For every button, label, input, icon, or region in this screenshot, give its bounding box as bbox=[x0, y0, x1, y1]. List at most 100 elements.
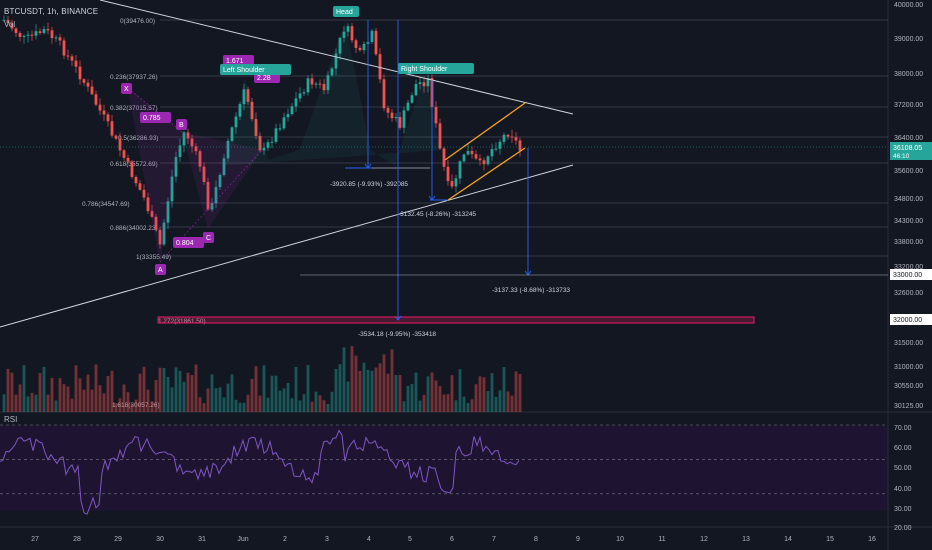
volume-bar bbox=[374, 367, 378, 412]
price-tick-label: 34800.00 bbox=[894, 196, 923, 203]
candle bbox=[466, 150, 470, 155]
candle bbox=[254, 119, 258, 136]
candle bbox=[314, 83, 318, 85]
candle bbox=[282, 117, 286, 129]
volume-bar bbox=[378, 363, 382, 412]
volume-bar bbox=[474, 384, 478, 412]
pattern-a-label-bg bbox=[155, 264, 166, 275]
candle bbox=[326, 75, 330, 91]
volume-bar bbox=[274, 375, 278, 412]
measure-label-2: -3132.45 (-8.26%) -313245 bbox=[398, 211, 476, 218]
candle bbox=[290, 106, 294, 115]
candle bbox=[238, 104, 242, 117]
volume-bar bbox=[150, 401, 154, 412]
volume-bar bbox=[242, 402, 246, 412]
candle bbox=[422, 82, 426, 87]
volume-bar bbox=[26, 396, 30, 412]
candle bbox=[6, 19, 10, 24]
tag-32000-bg bbox=[890, 314, 932, 325]
current-price-tag: 36108.05 bbox=[893, 145, 922, 152]
volume-bar bbox=[494, 396, 498, 412]
time-tick-label: 7 bbox=[492, 536, 496, 543]
candle bbox=[94, 94, 98, 105]
measure-arrow-4-head bbox=[394, 315, 402, 321]
candle bbox=[214, 187, 218, 204]
candle bbox=[490, 149, 494, 157]
volume-bar bbox=[62, 384, 66, 412]
candle bbox=[138, 183, 142, 190]
candle bbox=[510, 136, 514, 138]
volume-bar bbox=[118, 398, 122, 412]
volume-bar bbox=[126, 392, 130, 412]
candle bbox=[414, 84, 418, 96]
fib-label: 1(33355.49) bbox=[136, 254, 171, 261]
rsi-tick-label: 50.00 bbox=[894, 465, 912, 472]
candle bbox=[334, 53, 338, 69]
candle bbox=[46, 29, 50, 31]
candle bbox=[194, 146, 198, 152]
time-tick-label: 4 bbox=[367, 536, 371, 543]
candle bbox=[346, 26, 350, 32]
candle bbox=[90, 86, 94, 95]
candle bbox=[38, 31, 42, 33]
candle bbox=[78, 66, 82, 80]
candle bbox=[182, 132, 186, 146]
candle bbox=[30, 34, 34, 36]
volume-bar bbox=[250, 378, 254, 412]
candle bbox=[170, 176, 174, 202]
volume-bar bbox=[310, 401, 314, 412]
pattern-b-label-bg bbox=[176, 119, 187, 130]
candle bbox=[270, 141, 274, 143]
ratio-0804-label: 0.804 bbox=[176, 240, 194, 247]
volume-bar bbox=[358, 370, 362, 412]
candle bbox=[198, 151, 202, 167]
price-tick-label: 39000.00 bbox=[894, 36, 923, 43]
volume-bar bbox=[218, 387, 222, 412]
volume-bar bbox=[174, 367, 178, 412]
head-label: Head bbox=[336, 9, 353, 16]
candle bbox=[154, 216, 158, 230]
left-shoulder-label: Left Shoulder bbox=[223, 67, 265, 74]
price-tick-label: 36400.00 bbox=[894, 135, 923, 142]
candle bbox=[462, 154, 466, 162]
wedge-lower bbox=[447, 147, 526, 201]
volume-bar bbox=[38, 373, 42, 412]
candle bbox=[22, 35, 26, 37]
fib-label: 0(39476.00) bbox=[120, 18, 155, 25]
price-tick-label: 31000.00 bbox=[894, 364, 923, 371]
volume-bar bbox=[138, 373, 142, 412]
volume-bar bbox=[134, 399, 138, 412]
fib-label: 0.236(37937.26) bbox=[110, 74, 158, 81]
tag-33000: 33000.00 bbox=[893, 272, 922, 279]
volume-bar bbox=[146, 389, 150, 412]
time-tick-label: 11 bbox=[658, 536, 665, 543]
candle bbox=[478, 158, 482, 161]
left-shoulder-label-bg bbox=[220, 64, 291, 75]
time-tick-label: 6 bbox=[450, 536, 454, 543]
volume-bar bbox=[86, 374, 90, 412]
candle bbox=[10, 23, 14, 29]
volume-bar bbox=[98, 385, 102, 412]
candle bbox=[134, 176, 138, 184]
volume-bar bbox=[114, 403, 118, 412]
candle bbox=[50, 30, 54, 39]
ratio-0785-label: 0.785 bbox=[143, 115, 161, 122]
candle bbox=[454, 178, 458, 187]
candle bbox=[106, 114, 110, 122]
candle bbox=[330, 68, 334, 76]
candle bbox=[318, 83, 322, 85]
candle bbox=[2, 19, 6, 21]
volume-bar bbox=[402, 401, 406, 412]
tag-33000-bg bbox=[890, 269, 932, 280]
volume-bar bbox=[414, 372, 418, 412]
candle bbox=[62, 40, 66, 56]
volume-bar bbox=[214, 388, 218, 412]
volume-bar bbox=[354, 355, 358, 412]
time-tick-label: 30 bbox=[156, 536, 164, 543]
rsi-line bbox=[0, 429, 520, 515]
volume-bar bbox=[422, 394, 426, 412]
volume-bar bbox=[14, 394, 18, 412]
volume-bar bbox=[22, 365, 26, 412]
